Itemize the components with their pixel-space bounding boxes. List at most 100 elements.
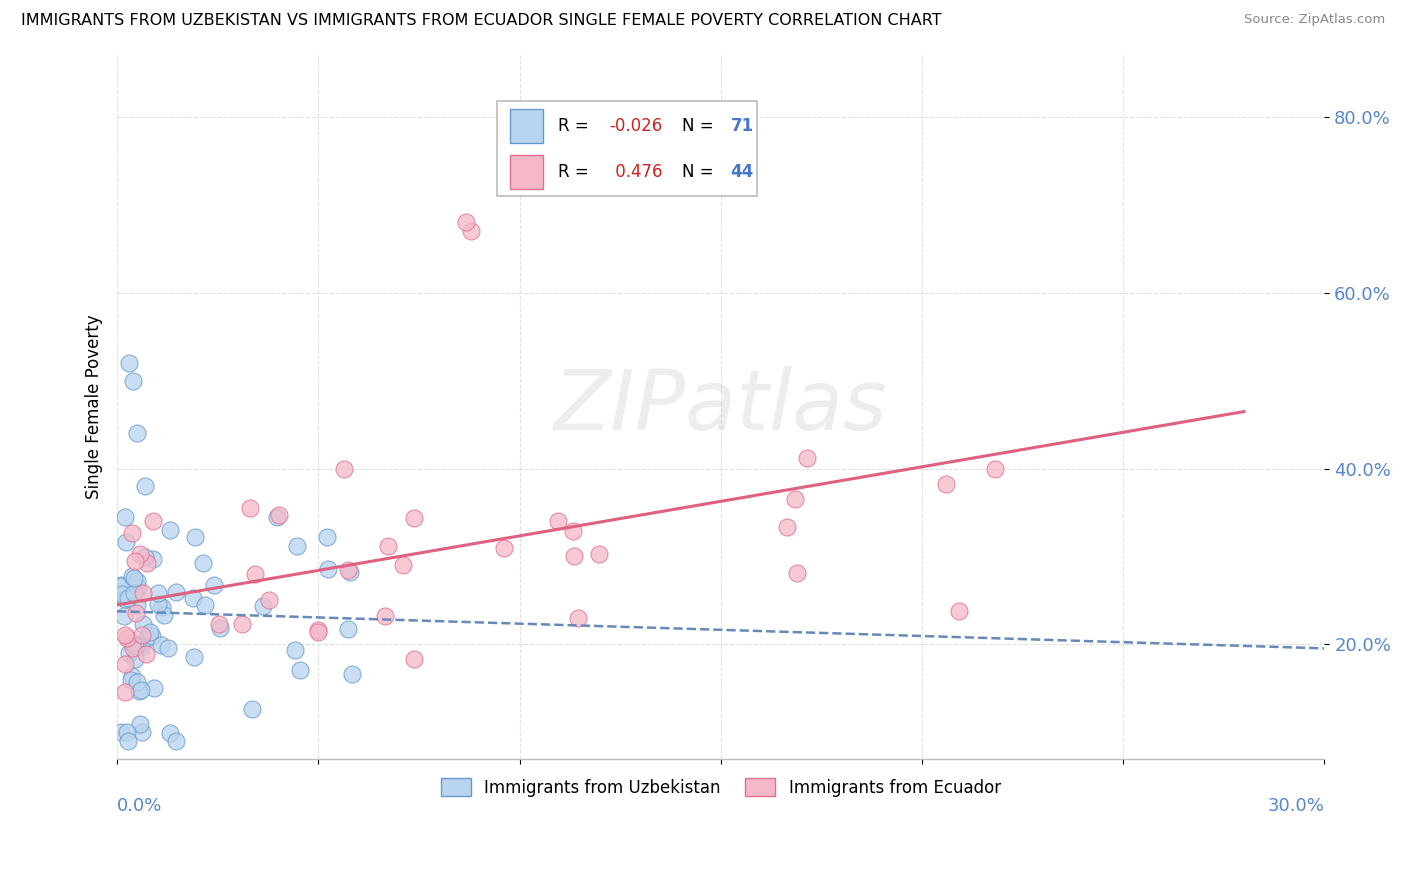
Point bbox=[588, 548, 610, 562]
FancyBboxPatch shape bbox=[498, 101, 756, 196]
Point bbox=[307, 624, 329, 639]
Point bbox=[267, 508, 290, 522]
Point bbox=[132, 617, 155, 632]
Point bbox=[150, 600, 173, 615]
Point bbox=[377, 540, 399, 554]
Point bbox=[132, 586, 155, 600]
Point bbox=[110, 725, 132, 739]
Point bbox=[404, 652, 426, 666]
Point bbox=[257, 593, 280, 607]
Point bbox=[121, 525, 143, 540]
Point bbox=[114, 509, 136, 524]
Point bbox=[142, 552, 165, 566]
Text: N =: N = bbox=[682, 117, 718, 136]
Point bbox=[316, 562, 339, 576]
Point bbox=[121, 635, 143, 649]
Point bbox=[110, 578, 132, 592]
Point bbox=[242, 702, 264, 716]
Point bbox=[138, 625, 160, 640]
FancyBboxPatch shape bbox=[509, 110, 543, 143]
Point bbox=[159, 725, 181, 739]
Point bbox=[785, 491, 807, 506]
Point bbox=[124, 639, 146, 653]
Point bbox=[118, 356, 141, 370]
Point bbox=[141, 630, 163, 644]
Point bbox=[183, 530, 205, 544]
Point bbox=[134, 550, 156, 565]
Point bbox=[460, 224, 482, 238]
Point bbox=[165, 585, 187, 599]
Point bbox=[146, 597, 169, 611]
Text: 0.0%: 0.0% bbox=[117, 797, 163, 815]
Point bbox=[562, 549, 585, 563]
Legend: Immigrants from Uzbekistan, Immigrants from Ecuador: Immigrants from Uzbekistan, Immigrants f… bbox=[434, 772, 1008, 803]
Point bbox=[117, 734, 139, 748]
Point bbox=[567, 611, 589, 625]
Text: R =: R = bbox=[558, 117, 593, 136]
Point bbox=[142, 515, 165, 529]
Point bbox=[935, 476, 957, 491]
Point bbox=[194, 599, 217, 613]
Point bbox=[796, 451, 818, 466]
Point bbox=[115, 632, 138, 646]
Point bbox=[208, 617, 231, 632]
Point bbox=[239, 501, 262, 516]
Point bbox=[129, 640, 152, 654]
Point bbox=[159, 523, 181, 537]
FancyBboxPatch shape bbox=[509, 155, 543, 189]
Point bbox=[125, 606, 148, 620]
Point bbox=[202, 578, 225, 592]
Point bbox=[149, 639, 172, 653]
Text: 0.476: 0.476 bbox=[610, 163, 662, 181]
Point bbox=[122, 374, 145, 388]
Point bbox=[153, 607, 176, 622]
Point bbox=[454, 215, 477, 229]
Point bbox=[134, 479, 156, 493]
Point bbox=[135, 631, 157, 645]
Point bbox=[135, 647, 157, 661]
Point bbox=[231, 616, 253, 631]
Text: 44: 44 bbox=[731, 163, 754, 181]
Point bbox=[120, 673, 142, 688]
Point bbox=[127, 581, 149, 595]
Point bbox=[336, 622, 359, 636]
Point bbox=[118, 647, 141, 661]
Point bbox=[333, 462, 356, 476]
Point bbox=[374, 608, 396, 623]
Text: N =: N = bbox=[682, 163, 718, 181]
Point bbox=[125, 598, 148, 612]
Point bbox=[114, 628, 136, 642]
Point bbox=[129, 683, 152, 698]
Text: Source: ZipAtlas.com: Source: ZipAtlas.com bbox=[1244, 13, 1385, 27]
Point bbox=[129, 547, 152, 561]
Point bbox=[125, 675, 148, 690]
Point bbox=[287, 540, 309, 554]
Point bbox=[117, 591, 139, 605]
Text: 30.0%: 30.0% bbox=[1268, 797, 1324, 815]
Point bbox=[165, 734, 187, 748]
Text: ZIPatlas: ZIPatlas bbox=[554, 367, 887, 448]
Point bbox=[142, 681, 165, 695]
Point bbox=[146, 585, 169, 599]
Point bbox=[124, 554, 146, 568]
Point bbox=[112, 609, 135, 624]
Text: IMMIGRANTS FROM UZBEKISTAN VS IMMIGRANTS FROM ECUADOR SINGLE FEMALE POVERTY CORR: IMMIGRANTS FROM UZBEKISTAN VS IMMIGRANTS… bbox=[21, 13, 942, 29]
Text: -0.026: -0.026 bbox=[610, 117, 664, 136]
Point bbox=[284, 643, 307, 657]
Point bbox=[339, 566, 361, 580]
Point bbox=[562, 524, 585, 538]
Point bbox=[117, 725, 139, 739]
Point bbox=[288, 663, 311, 677]
Point bbox=[124, 585, 146, 599]
Point bbox=[128, 638, 150, 652]
Point bbox=[336, 563, 359, 577]
Point bbox=[111, 587, 134, 601]
Point bbox=[121, 569, 143, 583]
Point bbox=[157, 640, 180, 655]
Point bbox=[402, 510, 425, 524]
Point bbox=[121, 669, 143, 683]
Point bbox=[127, 638, 149, 652]
Point bbox=[786, 566, 808, 580]
Point bbox=[243, 567, 266, 582]
Point bbox=[948, 604, 970, 618]
